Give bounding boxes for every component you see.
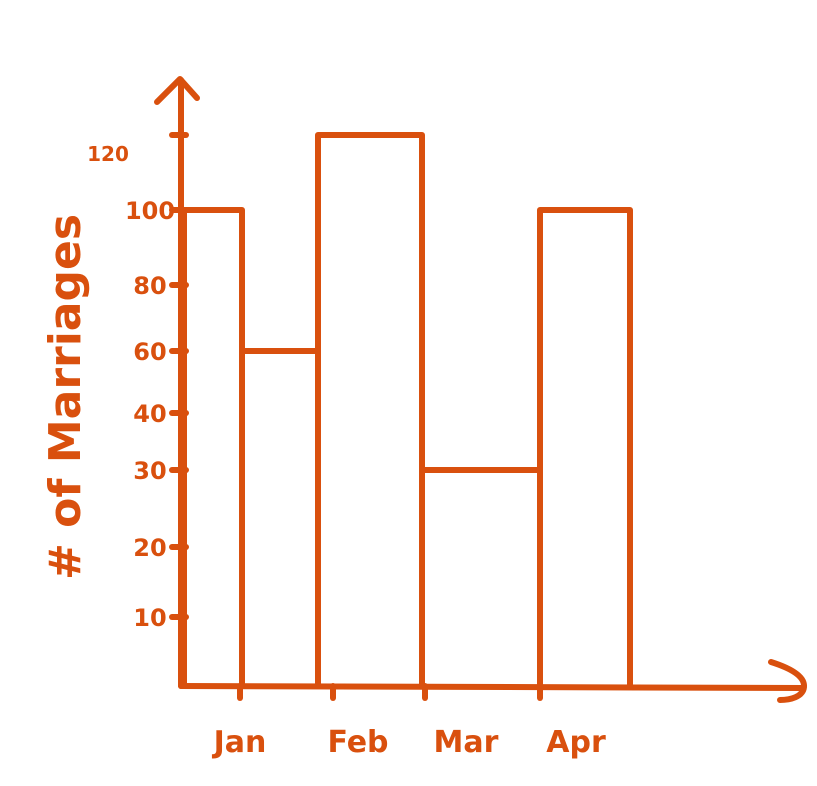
y-tick-label: 20: [133, 534, 166, 562]
x-tick-label: Feb: [327, 725, 388, 760]
y-ticks: 10 20 30 40 60 80 100 120: [87, 132, 189, 632]
y-tick-label: 40: [133, 400, 166, 428]
x-axis-arrowhead: [768, 659, 807, 703]
y-axis-arrowhead: [154, 76, 200, 105]
x-axis-line: [178, 683, 806, 691]
x-tick-label: Jan: [212, 725, 267, 760]
y-tick-label: 60: [133, 338, 166, 366]
bar: [315, 132, 425, 689]
axes: [154, 76, 807, 703]
y-tick-label: 10: [133, 604, 166, 632]
y-tick-label: 120: [87, 142, 129, 166]
bar: [537, 207, 633, 689]
y-axis-label: # of Marriages: [40, 214, 91, 580]
bar: [239, 348, 321, 689]
bar: [181, 207, 245, 689]
y-tick-label: 80: [133, 272, 166, 300]
y-tick-label: 100: [125, 197, 175, 225]
x-tick-label: Mar: [434, 725, 499, 760]
x-ticks: Jan Feb Mar Apr: [212, 683, 606, 760]
bar: [419, 467, 543, 689]
y-tick-label: 30: [133, 457, 166, 485]
x-tick-label: Apr: [546, 725, 606, 760]
bars: [181, 132, 633, 689]
